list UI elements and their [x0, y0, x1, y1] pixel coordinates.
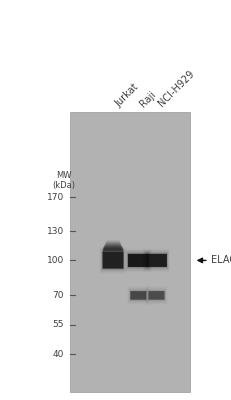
FancyBboxPatch shape [147, 290, 164, 301]
FancyBboxPatch shape [130, 291, 146, 300]
FancyBboxPatch shape [101, 251, 124, 270]
FancyBboxPatch shape [104, 244, 121, 248]
FancyBboxPatch shape [127, 254, 148, 267]
Text: Jurkat: Jurkat [112, 82, 140, 109]
FancyBboxPatch shape [104, 245, 121, 249]
Bar [69, 112, 189, 392]
Text: 170: 170 [46, 193, 64, 202]
FancyBboxPatch shape [101, 250, 124, 271]
FancyBboxPatch shape [129, 290, 146, 301]
FancyBboxPatch shape [145, 253, 167, 268]
Text: Raji: Raji [138, 89, 158, 109]
Text: 100: 100 [46, 256, 64, 265]
FancyBboxPatch shape [103, 247, 122, 252]
FancyBboxPatch shape [145, 254, 166, 267]
Text: 55: 55 [52, 320, 64, 329]
FancyBboxPatch shape [106, 241, 119, 246]
FancyBboxPatch shape [102, 252, 123, 269]
Text: 40: 40 [52, 350, 64, 359]
FancyBboxPatch shape [126, 252, 150, 269]
FancyBboxPatch shape [127, 253, 149, 268]
FancyBboxPatch shape [106, 240, 119, 244]
FancyBboxPatch shape [103, 246, 122, 250]
FancyBboxPatch shape [144, 252, 168, 269]
Text: MW
(kDa): MW (kDa) [52, 171, 75, 190]
Text: NCI-H929: NCI-H929 [156, 69, 195, 109]
Text: ELAC2: ELAC2 [210, 256, 231, 266]
FancyBboxPatch shape [148, 291, 164, 300]
Text: 70: 70 [52, 291, 64, 300]
FancyBboxPatch shape [102, 248, 123, 253]
FancyBboxPatch shape [105, 242, 120, 247]
Text: 130: 130 [46, 226, 64, 236]
